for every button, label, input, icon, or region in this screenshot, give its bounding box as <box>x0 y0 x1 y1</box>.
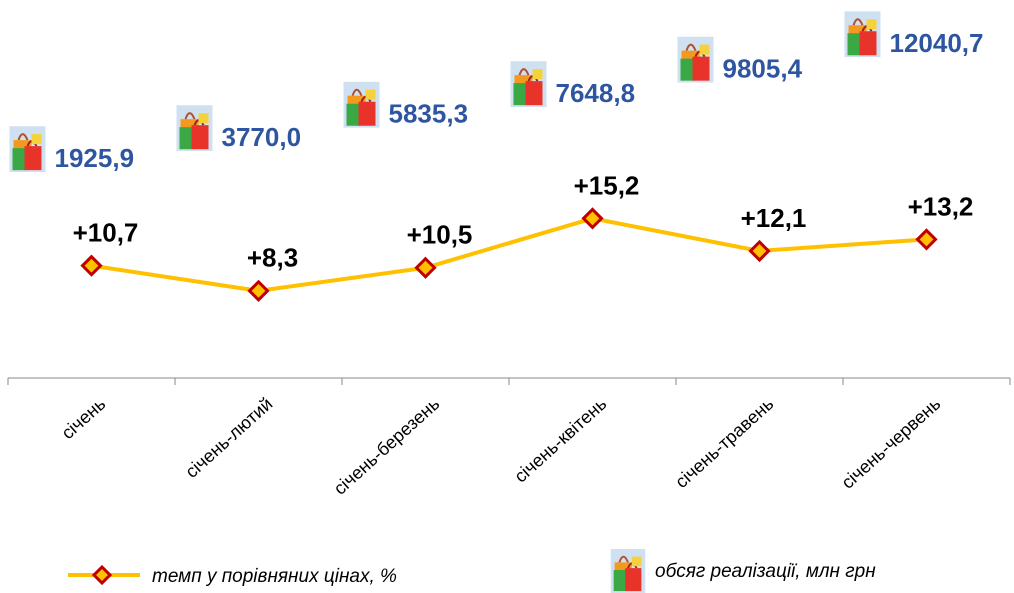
data-label: 3770,0 <box>222 122 302 152</box>
data-label: 5835,3 <box>389 99 469 129</box>
legend-icon <box>610 549 646 593</box>
pictogram <box>176 105 213 152</box>
x-tick-label: січень <box>58 394 110 443</box>
marker <box>581 207 604 230</box>
data-label: +10,5 <box>407 220 473 250</box>
marker <box>915 228 938 251</box>
data-label: +15,2 <box>574 170 640 200</box>
pictogram <box>9 126 46 173</box>
pictogram <box>677 36 714 83</box>
legend-label: темп у порівняних цінах, % <box>152 566 397 587</box>
pictogram <box>343 81 380 128</box>
data-label: +13,2 <box>908 191 974 221</box>
data-label: +8,3 <box>247 243 298 273</box>
data-label: 9805,4 <box>723 54 803 84</box>
x-tick-label: січень-квітень <box>510 394 610 487</box>
legend: темп у порівняних цінах, % обсяг реаліза… <box>68 549 876 593</box>
pictogram <box>844 11 881 58</box>
data-label: 12040,7 <box>890 28 984 58</box>
marker <box>80 254 103 277</box>
x-tick-label: січень-лютий <box>181 394 276 482</box>
x-tick-label: січень-червень <box>837 394 944 493</box>
legend-marker <box>91 564 113 586</box>
data-label: +10,7 <box>73 218 139 248</box>
marker <box>247 279 270 302</box>
line <box>91 216 927 293</box>
legend-label: обсяг реалізації, млн грн <box>655 561 876 582</box>
data-label: +12,1 <box>741 203 807 233</box>
marker <box>748 239 771 263</box>
pictogram <box>510 61 547 108</box>
data-label: 7648,8 <box>556 78 636 108</box>
x-tick-label: січень-березень <box>330 394 444 499</box>
x-tick-label: січень-травень <box>671 394 777 492</box>
data-label: 1925,9 <box>55 143 135 173</box>
marker <box>414 256 437 279</box>
